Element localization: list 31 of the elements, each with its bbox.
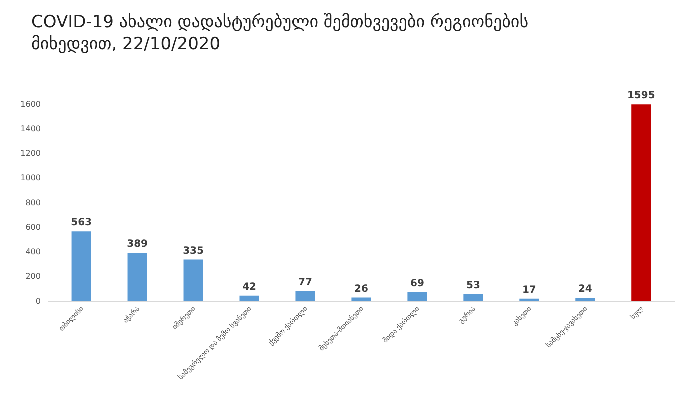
y-tick-label: 600 xyxy=(26,222,41,232)
bar xyxy=(632,104,652,301)
y-tick-label: 400 xyxy=(26,248,41,257)
y-tick-label: 1000 xyxy=(20,174,41,183)
bar xyxy=(128,253,148,301)
bar xyxy=(184,260,204,301)
bar xyxy=(408,292,428,301)
bar xyxy=(296,292,316,301)
data-label: 26 xyxy=(354,284,368,295)
data-label: 1595 xyxy=(627,90,656,102)
bar xyxy=(464,294,484,301)
bar xyxy=(240,296,260,301)
bar xyxy=(72,232,92,301)
data-label: 69 xyxy=(410,278,424,290)
data-label: 42 xyxy=(242,282,257,293)
data-label: 53 xyxy=(466,280,480,292)
chart-title: COVID-19 ახალი დადასტურებული შემთხვევები რეგიონების მიხედვით, 22/10/2020 xyxy=(32,12,529,55)
y-tick-label: 1200 xyxy=(20,149,41,158)
bar xyxy=(352,298,372,301)
y-tick-label: 800 xyxy=(26,198,41,208)
y-tick-label: 1600 xyxy=(20,100,41,109)
y-tick-label: 200 xyxy=(26,272,41,282)
data-label: 335 xyxy=(183,246,204,257)
data-label: 389 xyxy=(127,239,148,250)
bar xyxy=(576,298,596,301)
data-label: 17 xyxy=(522,284,536,296)
data-label: 24 xyxy=(578,284,592,296)
y-tick-label: 0 xyxy=(36,296,41,306)
data-label: 77 xyxy=(298,278,312,289)
y-tick-label: 1400 xyxy=(20,124,41,134)
data-label: 563 xyxy=(71,218,92,229)
